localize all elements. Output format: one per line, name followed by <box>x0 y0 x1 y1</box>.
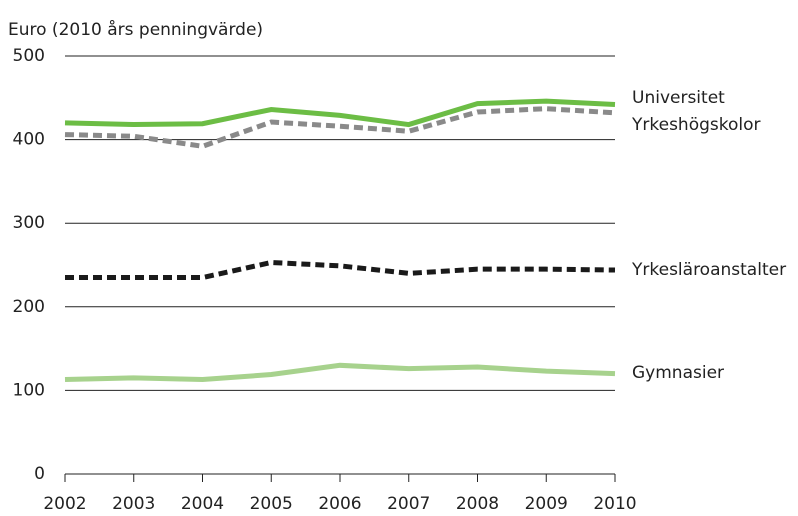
series-label: Universitet <box>632 88 725 108</box>
series-line <box>64 106 616 149</box>
series-line <box>64 98 616 128</box>
y-tick-label: 100 <box>13 380 45 400</box>
y-tick-label: 200 <box>13 297 45 317</box>
series-line <box>65 259 616 281</box>
series-label: Yrkeshögskolor <box>631 115 761 135</box>
y-tick-label: 500 <box>13 46 45 66</box>
y-tick-label: 300 <box>13 213 45 233</box>
series-label: Gymnasier <box>632 363 724 383</box>
x-tick-label: 2010 <box>593 494 636 514</box>
x-tick-label: 2005 <box>250 494 293 514</box>
y-tick-label: 0 <box>34 464 45 484</box>
x-tick-label: 2007 <box>387 494 430 514</box>
x-tick-label: 2006 <box>318 494 361 514</box>
x-tick-label: 2004 <box>181 494 224 514</box>
x-tick-label: 2002 <box>43 494 86 514</box>
x-tick-label: 2009 <box>525 494 568 514</box>
x-tick-label: 2003 <box>112 494 155 514</box>
series-line <box>64 362 616 383</box>
series-label: Yrkesläroanstalter <box>631 260 786 280</box>
y-axis-label: Euro (2010 års penningvärde) <box>8 19 263 40</box>
y-tick-label: 400 <box>13 130 45 150</box>
x-tick-label: 2008 <box>456 494 499 514</box>
